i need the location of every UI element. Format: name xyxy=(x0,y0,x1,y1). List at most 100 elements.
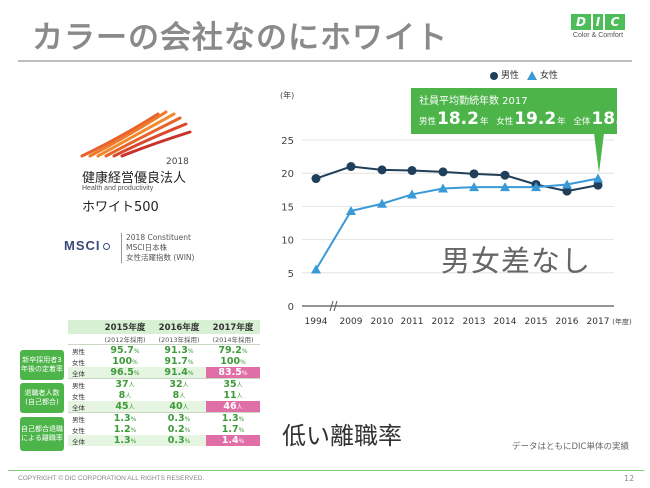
msci-line1: 2018 Constituent xyxy=(126,233,191,242)
male-data-point xyxy=(407,166,417,176)
cell-unit: % xyxy=(130,427,137,434)
cell-unit: 人 xyxy=(236,393,243,400)
female-data-point xyxy=(407,189,417,199)
table-cell: 1.3% xyxy=(98,435,152,446)
cell-value: 32 xyxy=(169,379,183,390)
axis-break-mark xyxy=(333,300,338,312)
logo-letter-d: D xyxy=(571,14,591,30)
callout-all-unit: 年 xyxy=(634,117,643,127)
table-cell: 95.7% xyxy=(98,344,152,356)
cell-value: 1.3 xyxy=(221,413,239,424)
male-data-point xyxy=(500,170,510,180)
table-row: 女性 1.2% 0.2% 1.7% xyxy=(68,424,260,435)
msci-logo: MSCI xyxy=(64,238,110,253)
health-year: 2018 xyxy=(166,157,189,167)
table-cell: 46人 xyxy=(206,401,260,413)
female-data-point xyxy=(562,179,572,189)
msci-line2: MSCI日本株 xyxy=(126,243,168,252)
table-cell: 35人 xyxy=(206,378,260,390)
cell-value: 100 xyxy=(112,356,133,367)
table-header-blank xyxy=(68,320,98,334)
cell-unit: % xyxy=(184,438,191,445)
cell-value: 46 xyxy=(223,401,237,412)
cell-value: 100 xyxy=(220,356,241,367)
cell-value: 35 xyxy=(223,379,237,390)
no-gender-gap-text: 男女差なし xyxy=(441,244,592,278)
cell-unit: % xyxy=(187,359,194,366)
female-data-point xyxy=(377,198,387,208)
male-data-point xyxy=(469,169,479,179)
cell-unit: % xyxy=(133,370,140,377)
cell-value: 37 xyxy=(115,379,129,390)
x-tick-label: 2013 xyxy=(463,317,486,327)
table-cell: 32人 xyxy=(152,378,206,390)
table-cell: 91.3% xyxy=(152,344,206,356)
cell-unit: % xyxy=(130,416,137,423)
x-tick-label: 2009 xyxy=(340,317,363,327)
callout-pointer xyxy=(594,133,604,173)
table-cell: 96.5% xyxy=(98,367,152,379)
callout-female-value: 19.2 xyxy=(514,109,557,129)
table-row: 女性 8人 8人 11人 xyxy=(68,390,260,401)
cell-value: 1.2 xyxy=(113,424,131,435)
callout-male-unit: 年 xyxy=(479,117,489,127)
female-series-line xyxy=(315,177,599,270)
cell-value: 91.4 xyxy=(164,367,188,378)
row-label: 男性 xyxy=(68,344,98,356)
x-tick-label: 2016 xyxy=(556,317,579,327)
female-data-point xyxy=(346,206,356,216)
axis-break-mark xyxy=(329,300,334,312)
female-data-point xyxy=(469,182,479,192)
table-cell: 1.3% xyxy=(98,412,152,424)
table-row: 男性 37人 32人 35人 xyxy=(68,378,260,390)
cell-unit: % xyxy=(238,416,245,423)
table-cell: 1.3% xyxy=(206,412,260,424)
male-data-point xyxy=(346,162,356,172)
cell-value: 1.3 xyxy=(113,413,131,424)
female-data-point xyxy=(311,264,321,274)
table-cell: 8人 xyxy=(98,390,152,401)
msci-name: MSCI xyxy=(64,238,101,253)
cell-value: 40 xyxy=(169,401,183,412)
table-row: 男性 95.7% 91.3% 79.2% xyxy=(68,344,260,356)
table-cell: 40人 xyxy=(152,401,206,413)
logo-tagline: Color & Comfort xyxy=(572,32,624,39)
cell-unit: 人 xyxy=(236,382,243,389)
x-tick-label: 1994 xyxy=(305,317,328,327)
legend-male-label: 男性 xyxy=(501,71,520,81)
legend-female-label: 女性 xyxy=(540,71,559,81)
callout-all-label: 全体 xyxy=(573,117,591,127)
y-axis-unit: (年) xyxy=(280,90,294,100)
cell-value: 96.5 xyxy=(110,367,134,378)
table-row: 全体 1.3% 0.3% 1.4% xyxy=(68,435,260,446)
table-cell: 100% xyxy=(98,356,152,367)
table-cell: 37人 xyxy=(98,378,152,390)
page-number: 12 xyxy=(624,474,635,483)
cell-unit: % xyxy=(133,348,140,355)
table-header-2017: 2017年度 xyxy=(206,320,260,334)
table-cell: 1.2% xyxy=(98,424,152,435)
male-data-point xyxy=(593,180,603,190)
cell-unit: 人 xyxy=(128,382,135,389)
table-header-2016: 2016年度 xyxy=(152,320,206,334)
health-productivity-emblem xyxy=(80,110,192,158)
cell-value: 8 xyxy=(118,390,126,401)
female-data-point xyxy=(500,182,510,192)
cell-unit: 人 xyxy=(179,393,186,400)
table-row: 女性 100% 91.7% 100% xyxy=(68,356,260,367)
table-cell: 0.3% xyxy=(152,412,206,424)
male-data-point xyxy=(562,186,572,196)
cell-unit: 人 xyxy=(128,404,135,411)
x-tick-label: 2015 xyxy=(525,317,548,327)
y-tick-label: 20 xyxy=(281,169,294,180)
cell-unit: % xyxy=(240,359,246,366)
chart-legend: 男性 女性 xyxy=(490,68,558,81)
row-label: 女性 xyxy=(72,358,85,367)
cell-value: 1.7 xyxy=(221,424,239,435)
health-name: 健康経営優良法人 xyxy=(82,171,187,186)
y-tick-label: 25 xyxy=(281,136,294,147)
x-axis-unit: (年度) xyxy=(612,317,632,326)
low-turnover-text: 低い離職率 xyxy=(282,422,402,450)
slide-title: カラーの会社なのにホワイト xyxy=(32,20,448,56)
tenure-callout: 社員平均勤続年数 2017 男性18.2年 女性19.2年 全体18.4年 xyxy=(411,88,643,134)
